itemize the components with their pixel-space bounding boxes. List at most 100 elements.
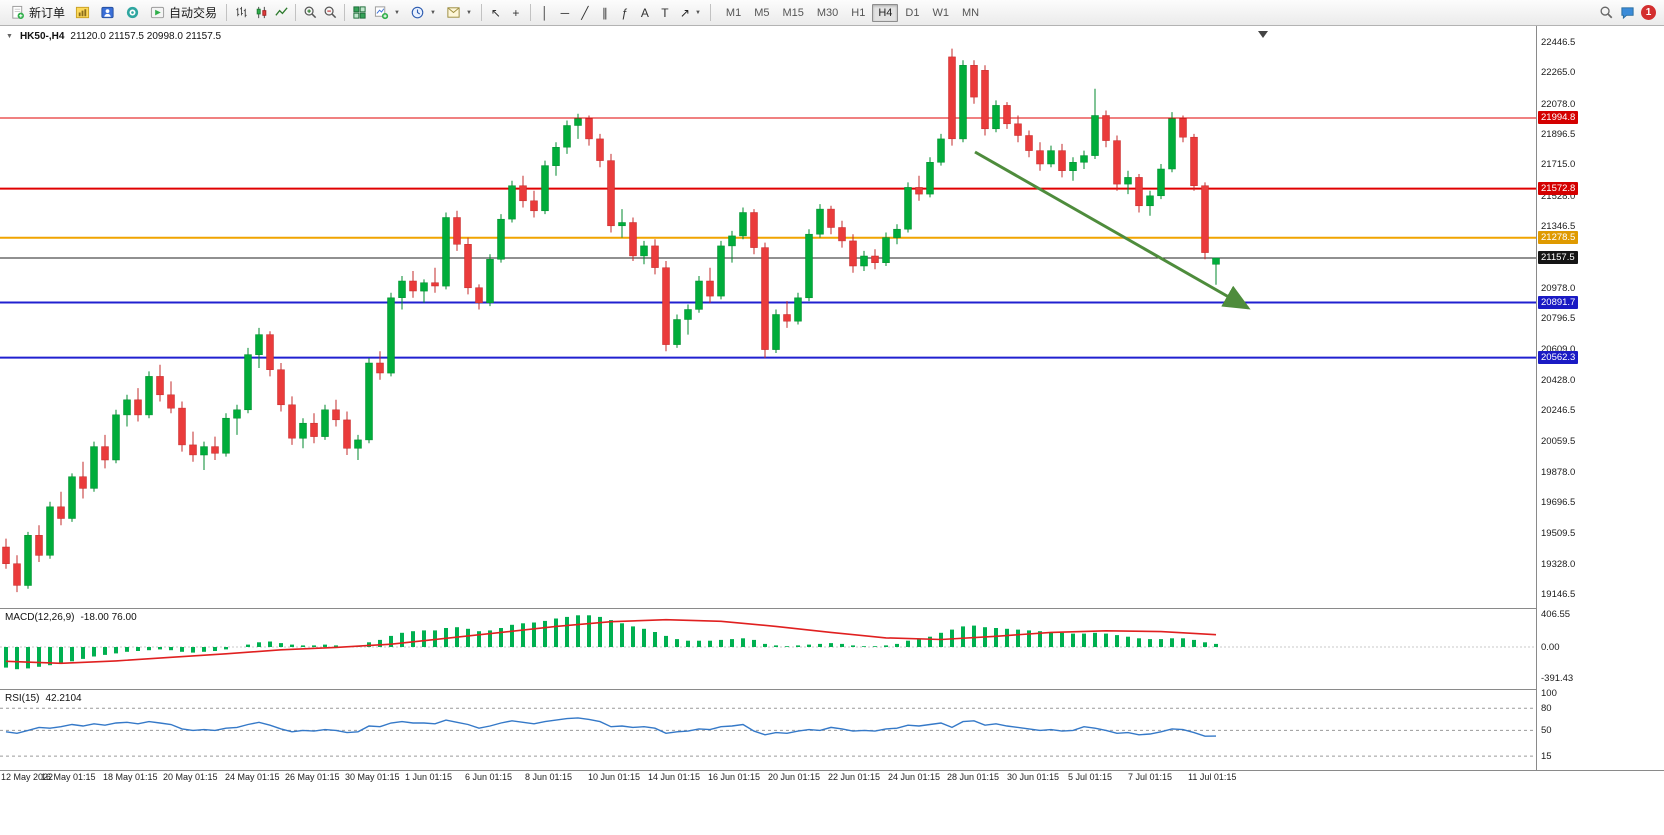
cursor-tool-button[interactable]: ↖ [487,3,505,23]
zoom-in-button[interactable] [301,3,319,23]
time-axis-label: 18 May 01:15 [103,772,158,782]
chevron-down-icon: ▼ [694,9,701,16]
chart-ohlc-label: 21120.0 21157.5 20998.0 21157.5 [70,31,222,42]
timeframe-m15-button[interactable]: M15 [782,6,804,19]
line-chart-mode-button[interactable] [272,3,290,23]
macd-axis-label: 0.00 [1541,641,1560,653]
search-icon[interactable] [1599,5,1614,20]
price-chart-svg[interactable] [0,26,1536,608]
macd-axis-label: 406.55 [1541,609,1571,621]
time-axis-label: 5 Jul 01:15 [1068,772,1113,782]
add-indicator-button[interactable]: ▼ [370,2,404,24]
rsi-svg[interactable] [0,690,1536,770]
rsi-levels [0,707,1536,757]
tile-windows-icon [352,6,366,19]
macd-value-label: -18.00 76.00 [80,612,137,623]
community-button[interactable] [121,2,144,24]
timeframe-m30-button[interactable]: M30 [816,6,839,19]
community-icon [126,6,139,19]
crosshair-tool-button[interactable]: + [507,3,525,23]
toolbar-separator [480,4,482,21]
vertical-line-tool-button[interactable]: │ [536,3,554,23]
timeframe-h1-button[interactable]: H1 [851,6,866,19]
rsi-axis-label: 100 [1541,688,1557,700]
template-icon [447,7,460,18]
rsi-panel: RSI(15) 42.2104 [0,689,1664,770]
chart-title: ▼ HK50-,H4 21120.0 21157.5 20998.0 21157… [6,31,221,42]
autotrading-icon [150,6,165,19]
timeframe-h4-button[interactable]: H4 [872,3,899,22]
arrows-tool-button[interactable]: ↗ ▼ [676,2,705,24]
rsi-axis-label: 50 [1541,724,1552,736]
price-badge: 20891.7 [1538,295,1579,309]
price-chart-panel: ▼ HK50-,H4 21120.0 21157.5 20998.0 21157… [0,26,1536,608]
timeframe-w1-button[interactable]: W1 [932,6,949,19]
timeframe-m5-button[interactable]: M5 [754,6,770,19]
horizontal-line-tool-button[interactable]: ─ [556,3,574,23]
tile-windows-button[interactable] [350,3,368,23]
price-badge: 21278.5 [1538,230,1579,244]
price-axis-label: 22265.0 [1541,67,1576,79]
label-icon: T [661,5,669,20]
zoom-out-icon [324,6,336,19]
time-axis-label: 20 May 01:15 [163,772,218,782]
timeframe-d1-button[interactable]: D1 [905,6,920,19]
new-chart-button[interactable] [71,2,94,24]
time-axis-label: 28 Jun 01:15 [947,772,1000,782]
text-tool-button[interactable]: A [636,3,654,23]
channel-icon: ∥ [601,5,608,20]
time-axis-label: 10 Jun 01:15 [588,772,641,782]
toolbar-separator [709,4,711,21]
trendline-tool-button[interactable]: ╱ [576,3,594,23]
arrows-icon: ↗ [679,5,690,20]
autotrading-label: 自动交易 [169,6,218,20]
price-axis-label: 20978.0 [1541,282,1576,294]
time-axis-label: 11 Jul 01:15 [1188,772,1237,782]
time-axis-label: 22 Jun 01:15 [828,772,881,782]
price-axis[interactable]: 22446.5 22265.0 22078.0 21896.5 21715.0 21528… [1536,26,1664,770]
candlestick-mode-button[interactable] [252,3,270,23]
price-axis-label: 20059.5 [1541,436,1576,448]
toolbar-right-group: 1 [1599,5,1658,20]
toolbar-separator [226,4,228,21]
macd-svg[interactable] [0,609,1536,689]
fibonacci-tool-button[interactable]: ƒ [616,3,634,23]
macd-histogram [4,615,1218,670]
timeframe-mn-button[interactable]: MN [961,6,980,19]
channel-tool-button[interactable]: ∥ [596,3,614,23]
horizontal-line-icon: ─ [560,5,570,20]
price-axis-label: 19146.5 [1541,588,1576,600]
time-axis-label: 14 Jun 01:15 [648,772,701,782]
time-axis-label: 26 May 01:15 [285,772,340,782]
fibonacci-icon: ƒ [621,5,629,20]
trend-arrow [974,150,1251,310]
time-axis-label: 1 Jun 01:15 [405,772,453,782]
zoom-out-button[interactable] [321,3,339,23]
timeframe-m1-button[interactable]: M1 [725,6,742,19]
label-tool-button[interactable]: T [656,3,674,23]
chart-symbol-label: HK50-,H4 [19,31,65,42]
notification-badge[interactable]: 1 [1641,5,1656,20]
time-axis[interactable]: 12 May 2022 16 May 01:15 18 May 01:15 20 Ma… [0,770,1664,784]
toolbar-separator [295,4,297,21]
add-indicator-icon [374,6,389,20]
chart-collapse-icon[interactable]: ▼ [6,33,13,40]
macd-title: MACD(12,26,9) -18.00 76.00 [5,612,137,623]
scroll-end-marker-icon [1258,31,1268,38]
period-button[interactable]: ▼ [406,2,440,24]
line-chart-icon [274,7,288,16]
chevron-down-icon: ▼ [394,9,400,16]
bar-chart-mode-button[interactable] [232,3,250,23]
chat-icon[interactable] [1620,5,1635,20]
rsi-title-label: RSI(15) [5,693,40,704]
template-button[interactable]: ▼ [442,2,476,24]
text-icon: A [640,5,649,20]
chart-window: ▼ HK50-,H4 21120.0 21157.5 20998.0 21157… [0,26,1664,784]
profiles-button[interactable] [96,2,119,24]
new-order-button[interactable]: 新订单 [6,2,69,24]
profiles-icon [101,6,114,19]
macd-title-label: MACD(12,26,9) [5,612,75,623]
macd-signal-line [5,618,1217,665]
autotrading-button[interactable]: 自动交易 [146,2,221,24]
